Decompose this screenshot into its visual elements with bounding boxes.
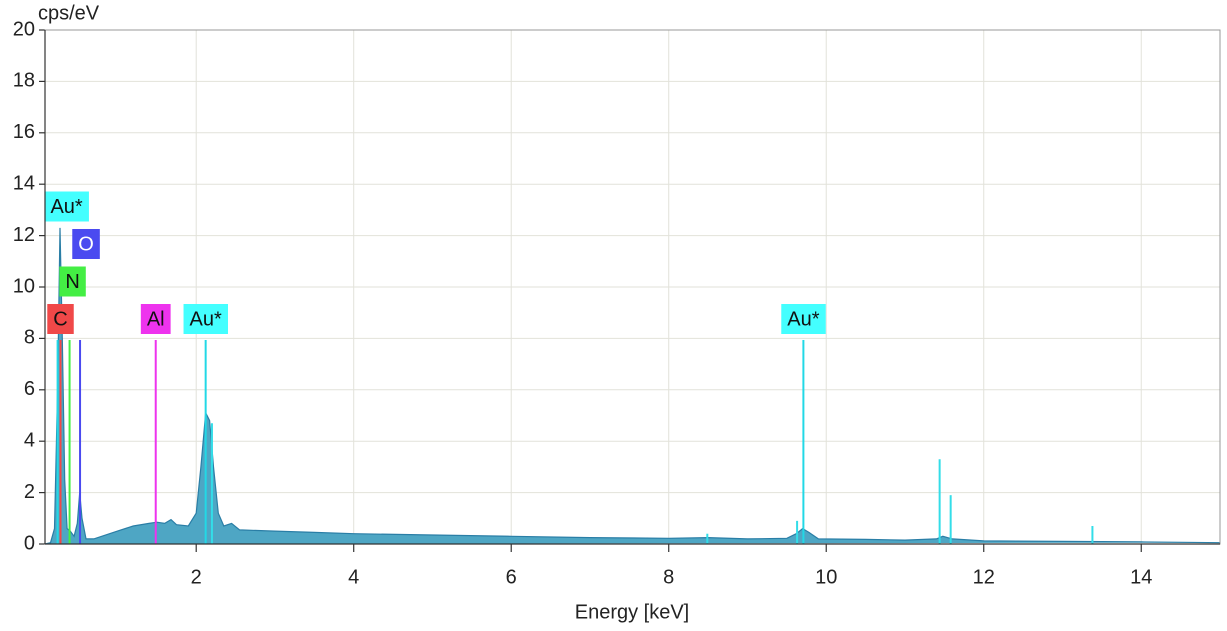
x-tick-label: 8 bbox=[663, 566, 674, 588]
element-label: C bbox=[53, 308, 67, 330]
element-label-box bbox=[44, 191, 89, 222]
x-tick-label: 4 bbox=[348, 566, 359, 588]
y-tick-label: 10 bbox=[13, 275, 35, 297]
x-axis-label: Energy [keV] bbox=[575, 601, 690, 623]
y-tick-label: 4 bbox=[24, 429, 35, 451]
y-tick-label: 20 bbox=[13, 18, 35, 40]
x-tick-label: 12 bbox=[973, 566, 995, 588]
x-tick-label: 14 bbox=[1130, 566, 1152, 588]
element-label-box bbox=[183, 304, 228, 334]
element-label: N bbox=[65, 271, 79, 293]
element-label: Au* bbox=[190, 308, 222, 330]
spectrum bbox=[44, 227, 1221, 545]
element-label-box bbox=[47, 304, 74, 334]
y-tick-label: 2 bbox=[24, 481, 35, 503]
x-tick-label: 10 bbox=[815, 566, 837, 588]
y-tick-label: 16 bbox=[13, 121, 35, 143]
y-axis-label: cps/eV bbox=[38, 2, 100, 24]
y-tick-label: 12 bbox=[13, 224, 35, 246]
element-label-box bbox=[59, 266, 86, 297]
y-tick-label: 8 bbox=[24, 327, 35, 349]
element-label-box bbox=[781, 304, 826, 334]
y-tick-label: 18 bbox=[13, 70, 35, 92]
element-label-box bbox=[140, 304, 171, 334]
element-label: Al bbox=[147, 308, 165, 330]
y-tick-label: 14 bbox=[13, 172, 35, 194]
element-label: O bbox=[78, 233, 94, 255]
y-tick-label: 0 bbox=[24, 532, 35, 554]
element-label: Au* bbox=[787, 308, 819, 330]
element-label: Au* bbox=[50, 196, 82, 218]
element-label-box bbox=[72, 229, 100, 259]
x-tick-label: 6 bbox=[506, 566, 517, 588]
y-tick-label: 6 bbox=[24, 378, 35, 400]
x-tick-label: 2 bbox=[191, 566, 202, 588]
